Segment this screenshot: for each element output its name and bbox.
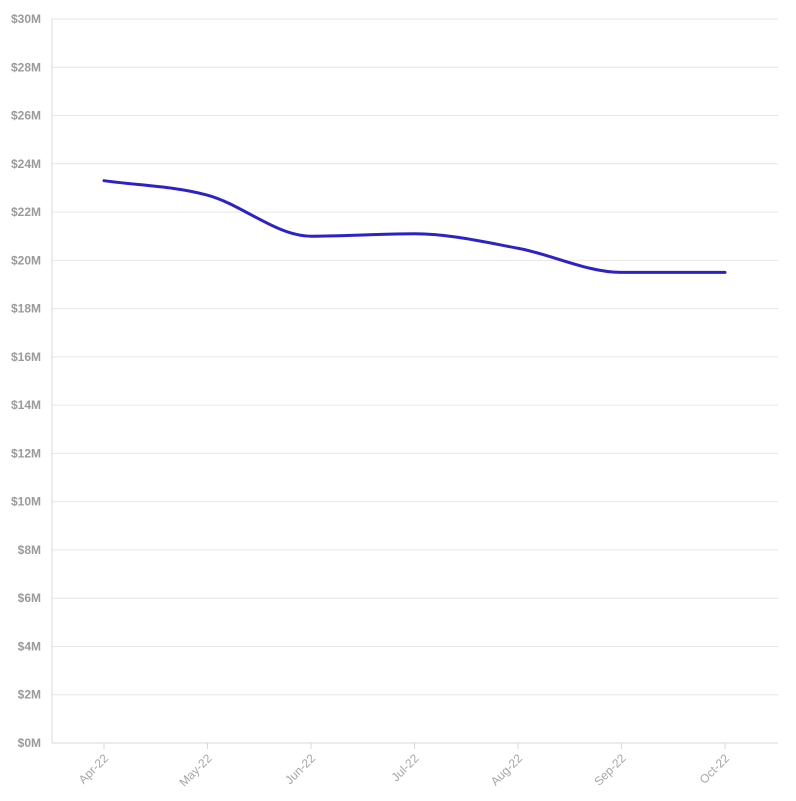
x-tick-label: Jun-22 (282, 751, 318, 787)
y-tick-label: $8M (18, 543, 41, 557)
x-tick-label: Apr-22 (76, 751, 112, 787)
y-tick-label: $0M (18, 736, 41, 750)
y-axis-tick-labels: $0M $2M $4M $6M $8M $10M $12M $14M $16M $18M $20M $… (11, 12, 41, 750)
x-tick-label: Jul-22 (389, 751, 422, 784)
axes (51, 19, 778, 749)
y-tick-label: $10M (11, 495, 41, 509)
y-tick-label: $22M (11, 205, 41, 219)
series-line-0 (102, 179, 727, 274)
grid-lines (52, 18, 778, 696)
y-tick-label: $20M (11, 253, 41, 267)
y-tick-label: $4M (18, 639, 41, 653)
series-lines (102, 179, 727, 274)
y-tick-label: $24M (11, 157, 41, 171)
y-tick-label: $30M (11, 12, 41, 26)
x-tick-label: May-22 (176, 751, 214, 789)
x-tick-label: Sep-22 (591, 751, 628, 788)
y-tick-label: $14M (11, 398, 41, 412)
x-tick-label: Oct-22 (697, 751, 733, 787)
y-tick-label: $16M (11, 350, 41, 364)
y-tick-label: $28M (11, 60, 41, 74)
y-tick-label: $18M (11, 302, 41, 316)
y-tick-label: $26M (11, 109, 41, 123)
y-tick-label: $2M (18, 688, 41, 702)
y-tick-label: $12M (11, 446, 41, 460)
y-tick-label: $6M (18, 591, 41, 605)
x-axis-tick-labels: Apr-22 May-22 Jun-22 Jul-22 Aug-22 Sep-22 Oct-… (76, 751, 733, 789)
x-tick-label: Aug-22 (488, 751, 525, 788)
